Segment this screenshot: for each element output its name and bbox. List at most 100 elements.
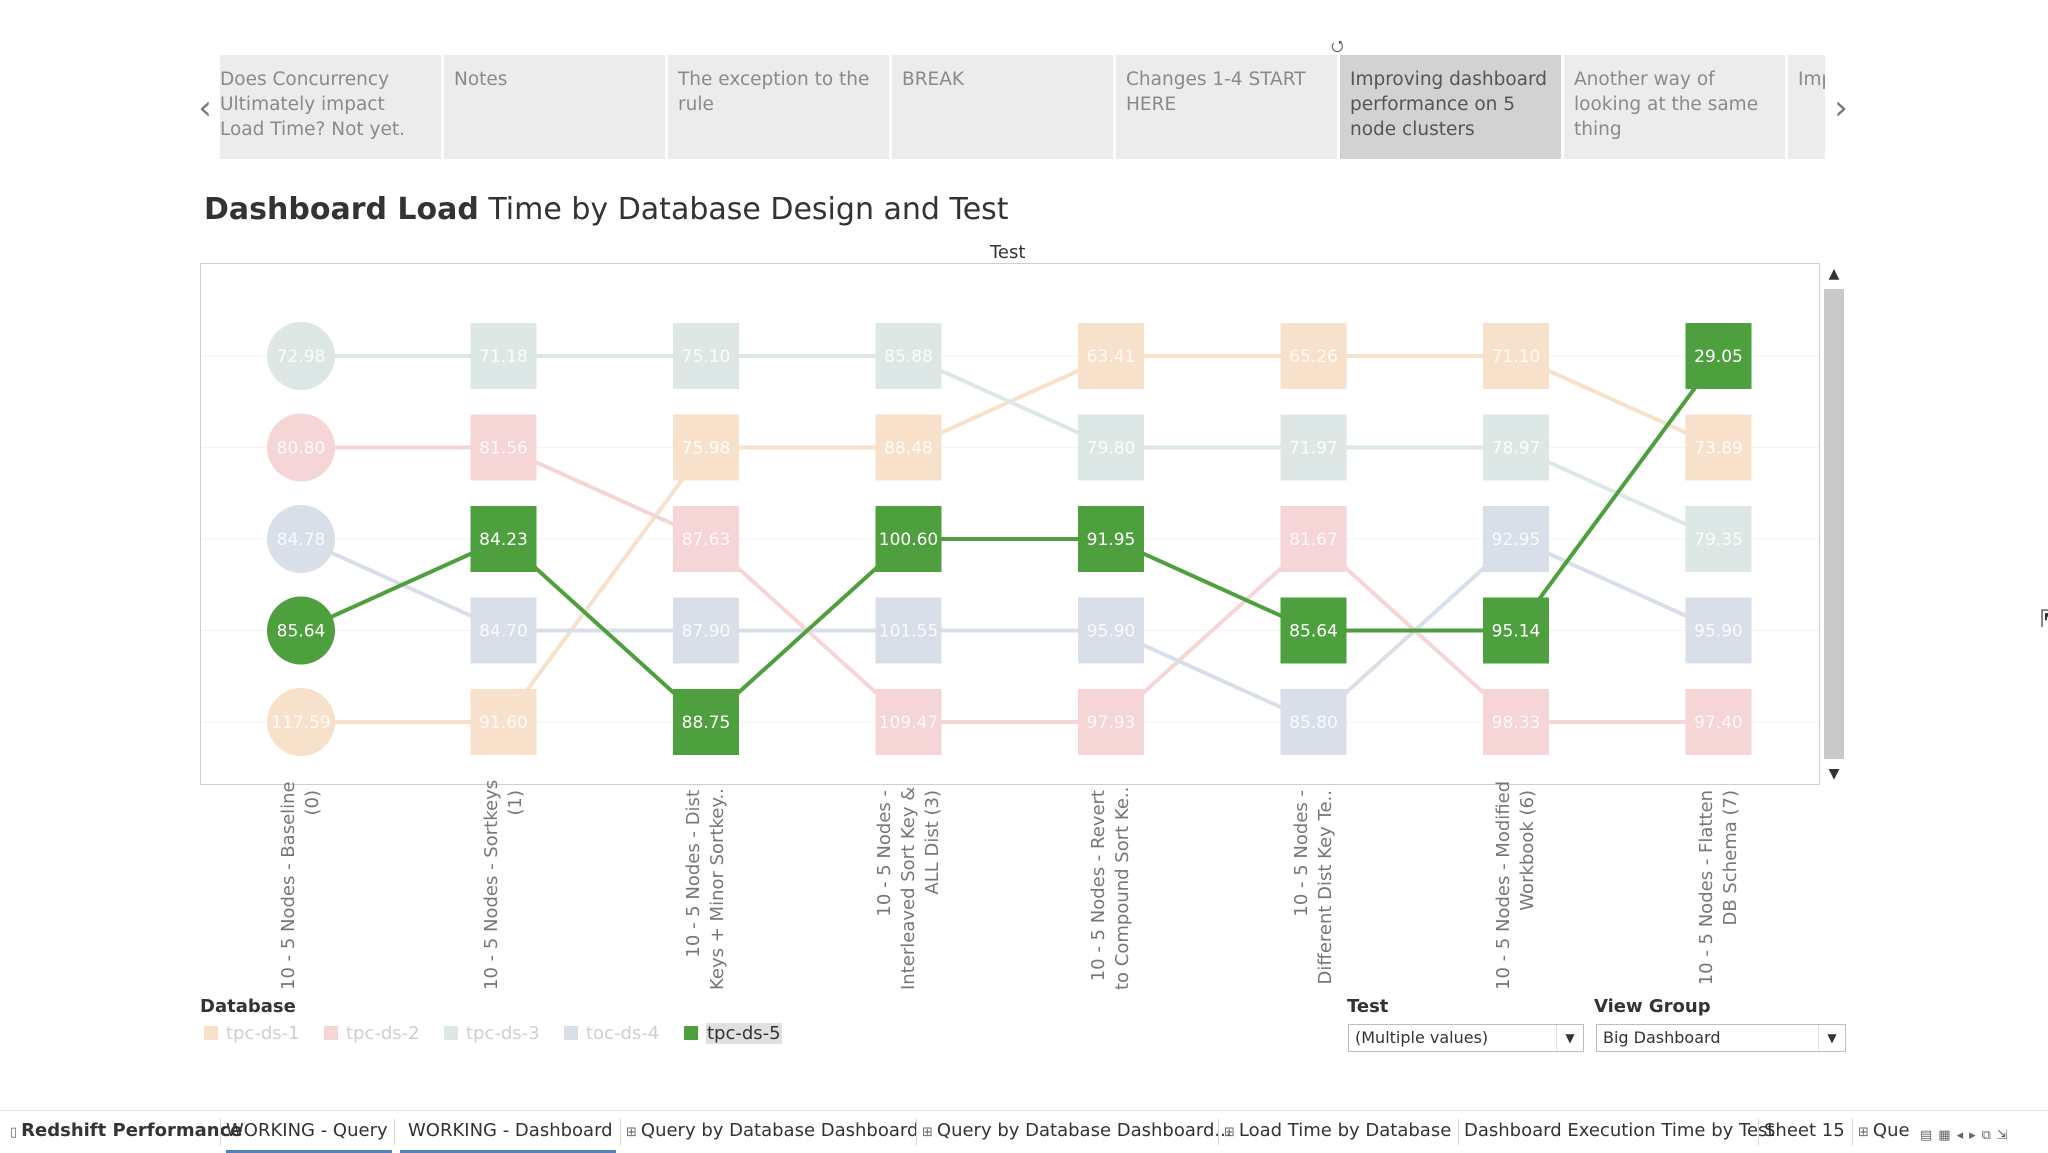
data-mark-toc-ds-4[interactable] xyxy=(1280,689,1347,755)
series-line-tpc-ds-3[interactable] xyxy=(301,354,1720,541)
data-mark-tpc-ds-2[interactable] xyxy=(470,414,537,481)
data-mark-tpc-ds-2[interactable] xyxy=(1685,689,1752,755)
sheet-tab[interactable]: ⊞ Query by Database Dashboard xyxy=(626,1111,918,1153)
series-line-toc-ds-4[interactable] xyxy=(300,536,1720,725)
data-mark-tpc-ds-3[interactable] xyxy=(1078,414,1144,481)
story-point[interactable]: Changes 1-4 START HERE xyxy=(1116,55,1337,159)
chevron-right-icon[interactable]: › xyxy=(1834,88,1848,128)
data-mark-tpc-ds-5[interactable] xyxy=(470,506,537,572)
data-mark-tpc-ds-5[interactable] xyxy=(1078,506,1144,572)
sheet-tab-label: Redshift Performance xyxy=(21,1120,243,1141)
column-label-line: Workbook (6) xyxy=(1517,790,1538,911)
data-mark-tpc-ds-5[interactable] xyxy=(673,689,739,755)
tab-separator xyxy=(1458,1119,1459,1145)
legend-item-tpc-ds-1[interactable]: tpc-ds-1 xyxy=(204,1021,300,1047)
sheet-tab[interactable]: ⊞ Que xyxy=(1858,1111,1910,1153)
data-mark-tpc-ds-1[interactable] xyxy=(267,688,335,756)
legend-item-tpc-ds-3[interactable]: tpc-ds-3 xyxy=(444,1021,540,1047)
data-mark-toc-ds-4[interactable] xyxy=(1685,597,1752,664)
data-label: 88.75 xyxy=(682,713,731,733)
chevron-down-icon[interactable]: ▼ xyxy=(1818,1025,1845,1051)
tab-separator xyxy=(1852,1119,1853,1145)
story-point[interactable]: Improving dashboard performance on 5 nod… xyxy=(1340,55,1561,159)
data-label: 29.05 xyxy=(1694,347,1743,367)
data-label: 100.60 xyxy=(879,530,938,550)
sheet-tab-label: Query by Database Dashboard xyxy=(640,1120,919,1141)
data-mark-tpc-ds-1[interactable] xyxy=(1280,323,1347,389)
data-mark-tpc-ds-3[interactable] xyxy=(267,322,335,390)
sheet-tab[interactable]: ▯ Redshift Performance xyxy=(10,1111,242,1153)
view-group-filter-dropdown[interactable]: Big Dashboard ▼ xyxy=(1596,1024,1846,1052)
data-mark-tpc-ds-1[interactable] xyxy=(875,414,942,481)
sheet-tab[interactable]: WORKING - Query xyxy=(226,1111,392,1153)
sheet-tab-bar: ▯ Redshift Performance WORKING - Query WORK… xyxy=(0,1110,2048,1153)
dashboard-title: Dashboard Load Time by Database Design a… xyxy=(204,192,1009,227)
story-point[interactable]: Does Concurrency Ultimately impact Load … xyxy=(220,55,441,159)
sheet-tab[interactable]: ⊞ Load Time by Database xyxy=(1224,1111,1451,1153)
legend-item-tpc-ds-5[interactable]: tpc-ds-5 xyxy=(684,1021,782,1047)
scroll-down-icon[interactable]: ▼ xyxy=(1828,766,1840,782)
data-mark-tpc-ds-2[interactable] xyxy=(875,689,942,755)
data-mark-tpc-ds-2[interactable] xyxy=(1078,689,1144,755)
scroll-thumb[interactable] xyxy=(1824,289,1844,759)
data-mark-toc-ds-4[interactable] xyxy=(1483,506,1549,572)
data-mark-tpc-ds-2[interactable] xyxy=(673,506,739,572)
revert-icon[interactable]: ⭯ xyxy=(1331,37,1344,55)
series-line-tpc-ds-5[interactable] xyxy=(300,354,1721,725)
sheet-tab[interactable]: Dashboard Execution Time by Test xyxy=(1464,1111,1774,1153)
data-mark-tpc-ds-3[interactable] xyxy=(875,323,942,389)
story-point[interactable]: The exception to the rule xyxy=(668,55,889,159)
sheet-tab-label: Sheet 15 xyxy=(1764,1120,1845,1141)
data-mark-tpc-ds-1[interactable] xyxy=(673,414,739,481)
vertical-scrollbar[interactable]: ▲ ▼ xyxy=(1822,263,1846,785)
series-line-tpc-ds-2[interactable] xyxy=(301,445,1719,724)
sheet-tab[interactable]: WORKING - Dashboard xyxy=(400,1111,616,1153)
story-point[interactable]: Imp exec xyxy=(1788,55,1825,159)
data-mark-tpc-ds-2[interactable] xyxy=(1483,689,1549,755)
tab-nav-controls[interactable]: ▤▦◂▸⧉⇲ xyxy=(1920,1128,2014,1143)
data-mark-tpc-ds-5[interactable] xyxy=(1280,597,1347,664)
chevron-down-icon[interactable]: ▼ xyxy=(1556,1025,1583,1051)
data-mark-toc-ds-4[interactable] xyxy=(267,505,335,573)
data-mark-tpc-ds-5[interactable] xyxy=(1483,597,1549,664)
data-mark-tpc-ds-3[interactable] xyxy=(673,323,739,389)
data-mark-tpc-ds-5[interactable] xyxy=(267,596,335,665)
title-rest-part: Time by Database Design and Test xyxy=(488,192,1009,227)
legend-item-toc-ds-4[interactable]: toc-ds-4 xyxy=(564,1021,659,1047)
chevron-left-icon[interactable]: ‹ xyxy=(198,88,212,128)
data-mark-tpc-ds-1[interactable] xyxy=(1685,414,1752,481)
data-mark-tpc-ds-3[interactable] xyxy=(1685,506,1752,572)
data-label: 109.47 xyxy=(879,713,938,733)
test-filter-dropdown[interactable]: (Multiple values) ▼ xyxy=(1348,1024,1584,1052)
data-mark-tpc-ds-5[interactable] xyxy=(1685,323,1752,389)
story-point[interactable]: Another way of looking at the same thing xyxy=(1564,55,1785,159)
column-labels: 10 - 5 Nodes - Baseline (0) 10 - 5 Nodes -… xyxy=(200,780,1820,990)
data-mark-tpc-ds-3[interactable] xyxy=(1280,414,1347,481)
data-mark-toc-ds-4[interactable] xyxy=(875,597,942,664)
data-mark-tpc-ds-2[interactable] xyxy=(1280,506,1347,572)
data-mark-tpc-ds-1[interactable] xyxy=(470,689,537,755)
data-label: 95.90 xyxy=(1087,622,1136,642)
data-mark-toc-ds-4[interactable] xyxy=(470,597,537,664)
legend-label: tpc-ds-1 xyxy=(226,1023,300,1044)
sheet-tab[interactable]: ⊞ Query by Database Dashboard... xyxy=(922,1111,1232,1153)
data-mark-toc-ds-4[interactable] xyxy=(673,597,739,664)
column-label-line: 10 - 5 Nodes - Modified xyxy=(1493,780,1514,990)
data-mark-tpc-ds-3[interactable] xyxy=(1483,414,1549,481)
story-point[interactable]: Notes xyxy=(444,55,665,159)
story-point[interactable]: BREAK xyxy=(892,55,1113,159)
data-mark-tpc-ds-5[interactable] xyxy=(875,506,942,572)
column-label-line: Interleaved Sort Key & xyxy=(897,786,919,990)
data-mark-tpc-ds-1[interactable] xyxy=(1483,323,1549,389)
column-label: 10 - 5 Nodes - Flatten DB Schema (7) xyxy=(1695,790,1743,990)
scroll-up-icon[interactable]: ▲ xyxy=(1828,266,1840,282)
data-mark-tpc-ds-3[interactable] xyxy=(470,323,537,389)
sheet-tab-label: WORKING - Query xyxy=(226,1120,388,1141)
sheet-tab[interactable]: Sheet 15 xyxy=(1764,1111,1845,1153)
data-label: 85.88 xyxy=(884,347,933,367)
legend-item-tpc-ds-2[interactable]: tpc-ds-2 xyxy=(324,1021,420,1047)
legend-swatch xyxy=(444,1026,458,1040)
data-mark-toc-ds-4[interactable] xyxy=(1078,597,1144,664)
data-mark-tpc-ds-2[interactable] xyxy=(267,413,335,482)
data-mark-tpc-ds-1[interactable] xyxy=(1078,323,1144,389)
